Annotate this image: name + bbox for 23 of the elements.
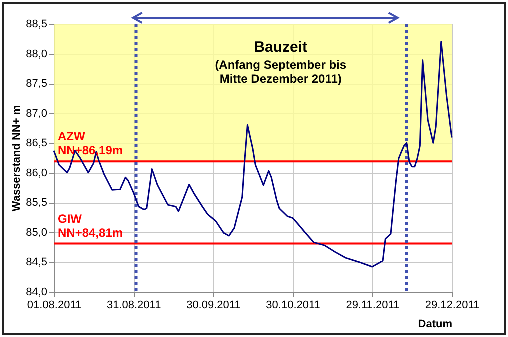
y-tick-label: 88,0 <box>26 48 48 60</box>
x-tick-label: 31.08.2011 <box>106 300 162 312</box>
x-tick-label: 29.12.2011 <box>425 300 480 312</box>
annotation: Bauzeit <box>254 39 308 56</box>
y-tick-label: 86,0 <box>26 167 48 180</box>
x-tick-label: 30.09.2011 <box>186 300 241 312</box>
y-tick-label: 85,0 <box>26 226 48 239</box>
x-tick-label: 01.08.2011 <box>27 300 82 312</box>
y-tick-label: 87,5 <box>26 78 48 90</box>
x-tick-label: 29.11.2011 <box>346 300 400 312</box>
ref-line-label: AZW NN+86,19m <box>58 130 124 158</box>
y-axis-title: Wasserstand NN+ m <box>11 105 24 212</box>
y-tick-label: 84,5 <box>26 256 48 269</box>
x-axis-title: Datum <box>418 318 453 330</box>
annotation: (Anfang September bis Mitte Dezember 2011) <box>215 58 347 86</box>
ref-line-label: GIW NN+84,81m <box>58 212 124 240</box>
y-tick-label: 88,5 <box>26 18 48 30</box>
y-tick-label: 86,5 <box>26 138 48 150</box>
y-tick-label: 87,0 <box>26 108 48 120</box>
line-series <box>53 41 453 268</box>
y-tick-label: 85,5 <box>26 197 48 210</box>
x-tick-label: 30.10.2011 <box>266 300 320 312</box>
y-tick-label: 84,0 <box>26 286 48 298</box>
